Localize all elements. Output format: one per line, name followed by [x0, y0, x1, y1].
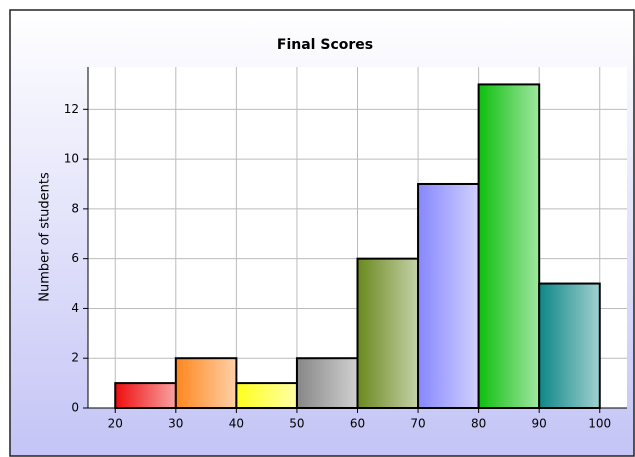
bar-shine: [176, 359, 236, 407]
bar-shine: [479, 85, 539, 408]
x-tick-label: 20: [108, 417, 123, 431]
y-tick-label: 8: [71, 201, 79, 215]
y-tick-label: 4: [71, 301, 79, 315]
y-tick-label: 2: [71, 351, 79, 365]
x-tick-label: 70: [410, 417, 425, 431]
bar-shine: [297, 359, 357, 407]
y-tick-label: 6: [71, 251, 79, 265]
y-tick-label: 12: [64, 102, 79, 116]
chart-title: Final Scores: [277, 37, 373, 53]
bar-shine: [419, 184, 478, 407]
x-tick-label: 30: [168, 417, 183, 431]
y-tick-label: 10: [64, 152, 79, 166]
x-tick-label: 60: [350, 417, 365, 431]
bar-shine: [116, 384, 175, 407]
y-axis-label: Number of students: [38, 172, 53, 302]
bar-shine: [540, 284, 599, 407]
x-tick-label: 90: [532, 417, 547, 431]
x-tick-label: 100: [588, 417, 611, 431]
x-tick-label: 40: [229, 417, 244, 431]
bar-shine: [358, 259, 418, 407]
x-tick-label: 50: [289, 417, 304, 431]
x-tick-label: 80: [471, 417, 486, 431]
bar-shine: [237, 384, 296, 407]
y-tick-label: 0: [71, 401, 79, 415]
